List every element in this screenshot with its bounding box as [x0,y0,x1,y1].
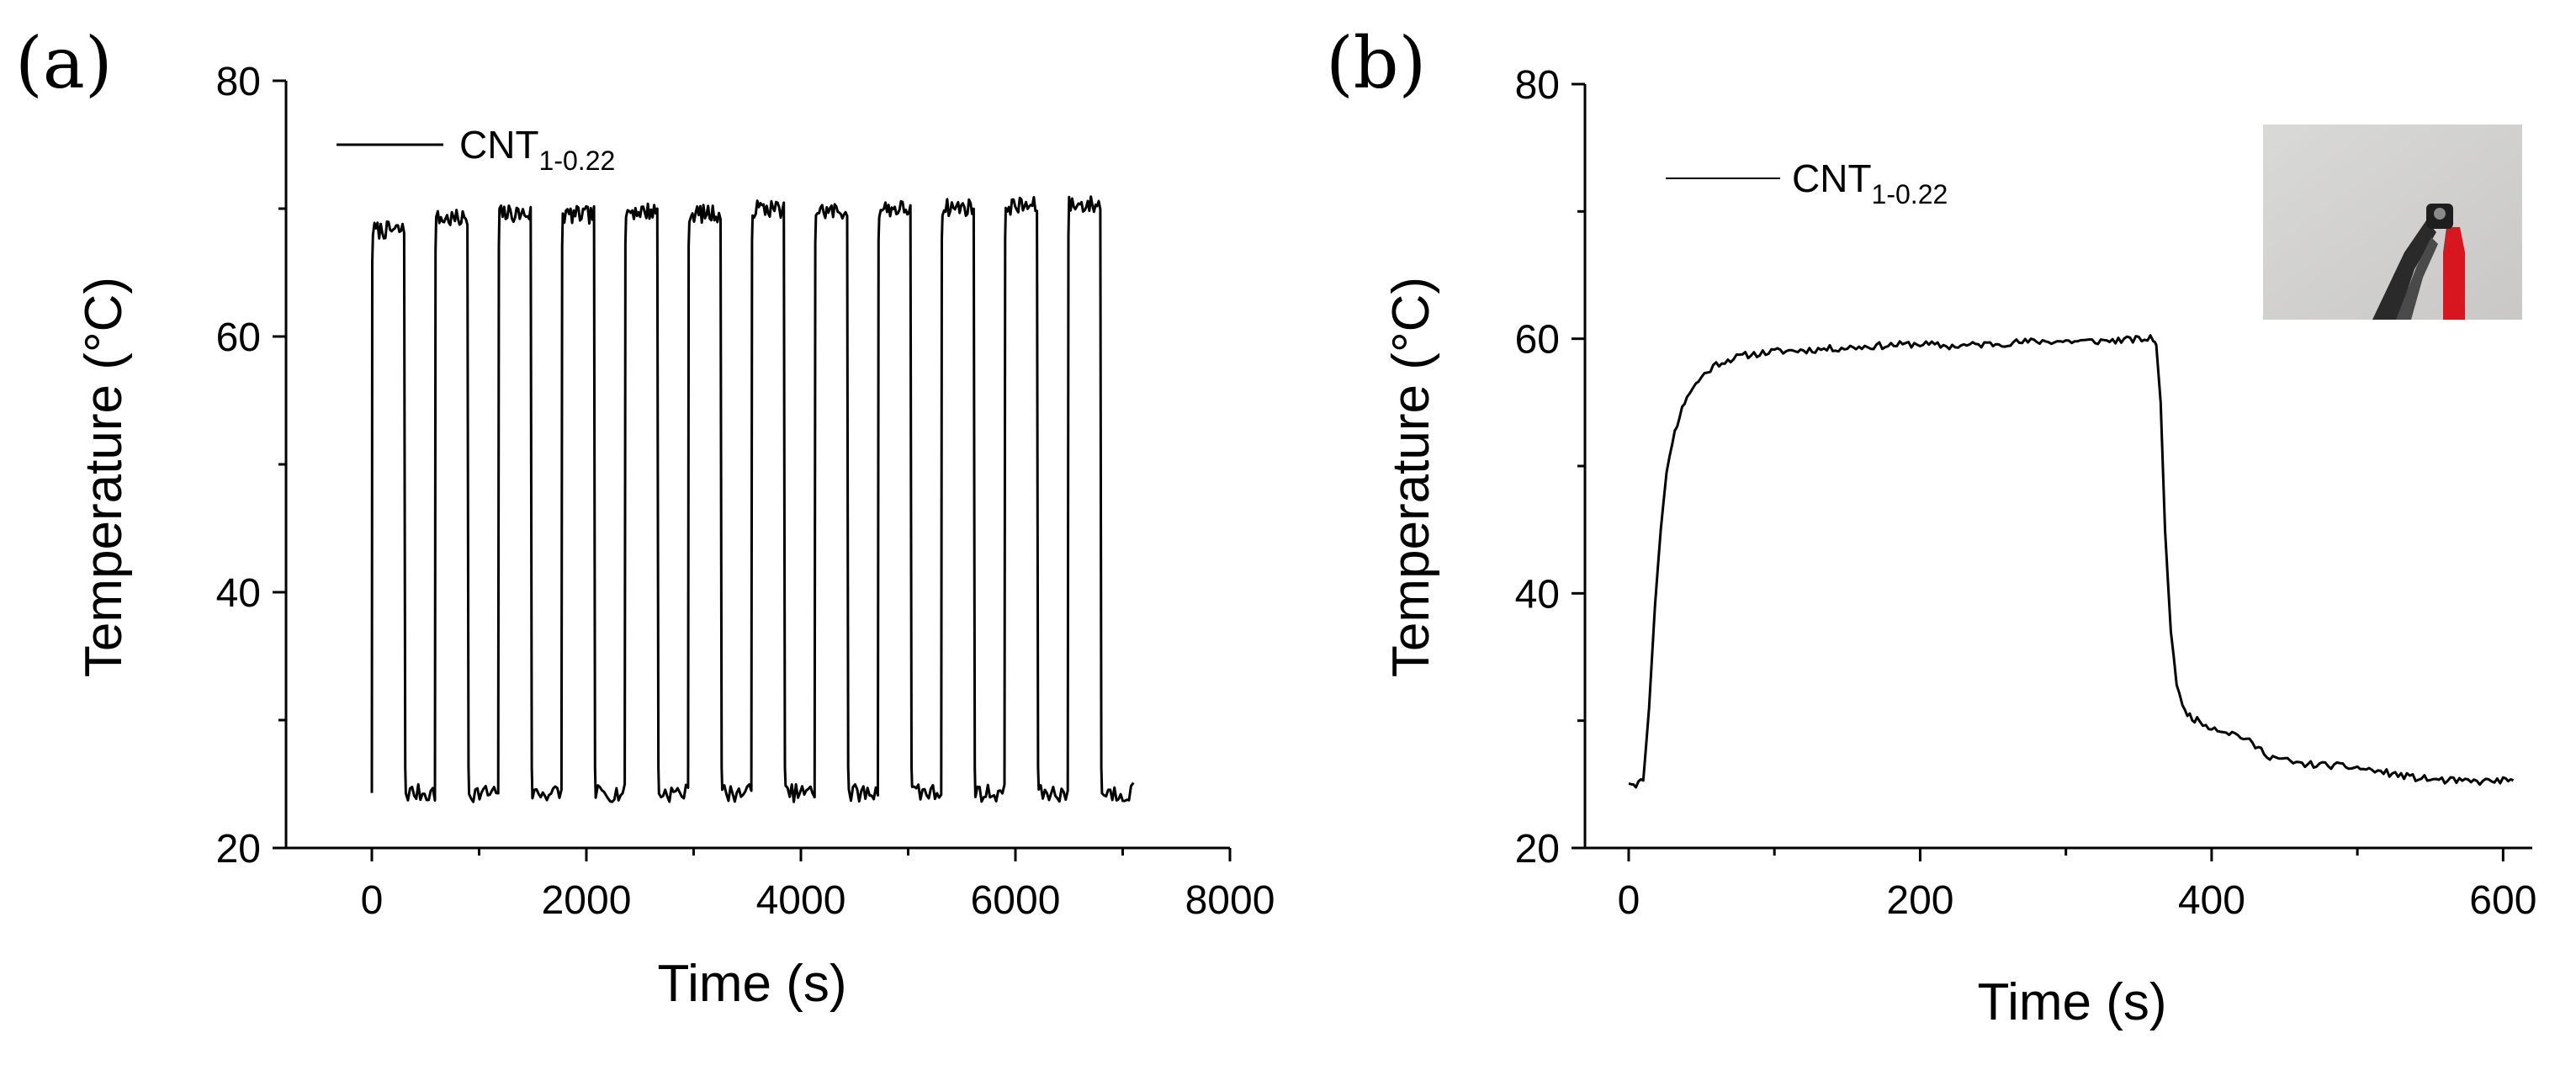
chart-a-y-tick-label: 60 [216,315,261,360]
chart-a-axes [284,81,1230,850]
chart-a-x-tick-label: 4000 [756,878,846,923]
chart-a-x-axis-title: Time (s) [658,955,847,1013]
chart-b-y-axis-title: Temperature (°C) [1382,277,1440,677]
chart-a-y-axis-title: Temperature (°C) [75,277,133,677]
chart-a-x-tick-label: 0 [361,878,384,923]
chart-a-y-tick-label: 80 [216,60,261,104]
chart-b-y-tick-label: 60 [1515,318,1560,363]
chart-b-ticks: 0 200 400 600 20 40 60 80 [1515,63,2537,923]
chart-b-x-tick-label: 600 [2469,878,2536,923]
chart-a-y-tick-label: 20 [216,827,261,872]
chart-b-y-tick-label: 80 [1515,63,1560,108]
panel-label-b: (b) [1326,22,1426,104]
inset-photo [2263,125,2522,320]
chart-b-y-tick-label: 20 [1515,827,1560,872]
chart-b-legend-label: CNT1-0.22 [1792,156,1948,209]
chart-b-x-axis-title: Time (s) [1978,973,2167,1031]
chart-a-x-tick-label: 6000 [971,878,1061,923]
chart-a: 0 2000 4000 6000 8000 20 40 60 80 Time (s) Tempe… [75,60,1275,1013]
chart-b-series-layer [1628,334,2515,789]
chart-b-x-tick-label: 0 [1618,878,1640,923]
chart-a-legend: CNT1-0.22 [337,123,615,176]
chart-b-series-line [1628,334,2515,789]
chart-b-axes [1583,84,2532,850]
chart-b-x-tick-label: 200 [1886,878,1953,923]
chart-a-x-tick-label: 8000 [1185,878,1275,923]
chart-b-x-tick-label: 400 [2178,878,2245,923]
panel-label-a: (a) [15,22,113,104]
red-clip-icon [2443,227,2465,320]
chart-a-legend-label: CNT1-0.22 [459,123,615,176]
chart-a-ticks: 0 2000 4000 6000 8000 20 40 60 80 [216,60,1275,923]
chart-b-legend: CNT1-0.22 [1666,156,1948,209]
chart-a-y-tick-label: 40 [216,571,261,616]
chart-a-x-tick-label: 2000 [542,878,632,923]
black-wire-icon [2396,237,2438,320]
chart-b-y-tick-label: 40 [1515,572,1560,617]
chart-b: 0 200 400 600 20 40 60 80 Time (s) Temperature … [1382,63,2536,1031]
chart-a-series-layer [370,195,1135,803]
black-clip-icon [2372,220,2436,320]
chart-a-series-line [370,195,1135,803]
heater-sample-icon [2434,208,2446,220]
